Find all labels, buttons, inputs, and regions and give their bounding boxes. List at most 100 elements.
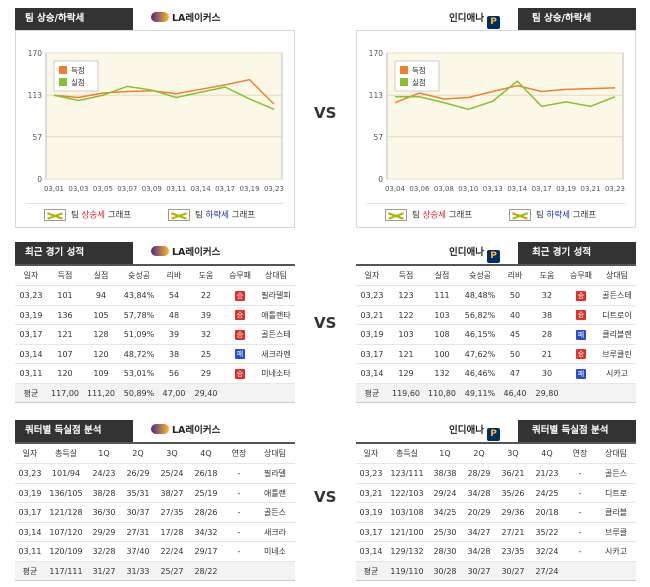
x-tick-label: 03,04 bbox=[385, 185, 406, 193]
table-cell: 121 bbox=[57, 330, 73, 339]
x-tick-label: 03,23 bbox=[264, 185, 284, 193]
table-cell: 평균 bbox=[364, 388, 380, 398]
table-cell: 패 bbox=[223, 345, 257, 364]
table-cell: 필라델 bbox=[263, 469, 287, 478]
table-cell: 123 bbox=[398, 291, 414, 300]
table-cell: 34/28 bbox=[467, 547, 491, 556]
table-cell: 25/24 bbox=[160, 469, 184, 478]
legend-swatch bbox=[59, 78, 67, 86]
average-row: 평균 119,60 110,80 49,11% 46,40 29,80 bbox=[356, 383, 636, 403]
x-tick-label: 03,08 bbox=[434, 185, 454, 193]
table-header-row: 일자 득점 실점 슛성공 리바 도움 승무패 상대팀 bbox=[356, 266, 636, 286]
table-cell: 29 bbox=[200, 369, 212, 378]
table-row: 03,23 101/94 24/23 26/29 25/24 26/18 - 필라델 bbox=[15, 464, 295, 484]
table-cell: 17/28 bbox=[160, 527, 184, 537]
y-tick-label: 57 bbox=[373, 133, 383, 142]
table-row: 03,11 120/109 32/28 37/40 22/24 29/17 - 미네소 bbox=[15, 542, 295, 562]
table-header-row: 일자 득점 실점 슛성공 리바 도움 승무패 상대팀 bbox=[15, 266, 295, 286]
y-tick-label: 170 bbox=[369, 49, 384, 58]
legend-swatch bbox=[59, 66, 67, 74]
table-cell: 03,14 bbox=[360, 369, 384, 378]
table-header-row: 일자 총득실 1Q 2Q 3Q 4Q 연장 상대팀 bbox=[356, 444, 636, 464]
table-cell: 26/18 bbox=[194, 469, 218, 478]
table-cell: 48 bbox=[168, 310, 180, 320]
table-cell bbox=[223, 384, 257, 403]
result-badge: 승 bbox=[576, 290, 586, 301]
section-title: 최근 경기 성적 bbox=[518, 242, 636, 264]
table-row: 03,17 121/128 36/30 30/37 27/35 28/26 - 골든스 bbox=[15, 503, 295, 523]
result-badge: 승 bbox=[576, 310, 586, 320]
table-row: 03,17 121 100 47,62% 50 21 승 브루클린 bbox=[356, 345, 636, 364]
table-row: 03,23 123 111 48,48% 50 32 승 골든스테 bbox=[356, 286, 636, 306]
table-cell: 36/30 bbox=[92, 508, 116, 517]
table-cell: 29,80 bbox=[535, 388, 559, 398]
table-cell: - bbox=[578, 547, 582, 556]
table-cell: 승 bbox=[564, 306, 598, 325]
result-badge: 승 bbox=[576, 349, 586, 359]
table-cell: 03,17 bbox=[360, 349, 384, 359]
table-cell: 32 bbox=[541, 291, 553, 300]
x-tick-label: 03,21 bbox=[581, 185, 601, 193]
result-badge: 승 bbox=[235, 368, 245, 379]
table-cell: 20/29 bbox=[467, 508, 491, 517]
table-cell: 32 bbox=[200, 330, 212, 339]
table-cell: 28/29 bbox=[467, 469, 491, 478]
table-cell: 03,14 bbox=[19, 349, 43, 359]
table-cell: 30/27 bbox=[467, 566, 491, 576]
table-row: 03,17 121 128 51,09% 39 32 승 골든스테 bbox=[15, 325, 295, 345]
table-cell: 38 bbox=[168, 349, 180, 359]
table-cell: 03,17 bbox=[359, 527, 383, 537]
graph-legend: 팀 상승세 그래프 팀 하락세 그래프 bbox=[367, 203, 625, 223]
table-cell: 34/32 bbox=[194, 527, 218, 537]
table-cell: 103 bbox=[398, 330, 414, 339]
team-name-left: LA레이커스 bbox=[151, 8, 220, 30]
column-header: 1Q bbox=[439, 449, 451, 458]
line-chart: 0 57 113 170 03,01 03,03 03,05 03,07 03,09 03,11 0… bbox=[28, 49, 284, 193]
x-tick-label: 03,17 bbox=[215, 185, 235, 193]
table-cell: 43,84% bbox=[123, 291, 155, 300]
column-header: 리바 bbox=[507, 271, 523, 280]
quarter-table: 일자 총득실 1Q 2Q 3Q 4Q 연장 상대팀 03,23 123/111 38/38 28/29… bbox=[356, 442, 636, 581]
table-cell: 56 bbox=[168, 369, 180, 378]
table-cell: 121/100 bbox=[390, 527, 424, 537]
table-cell: 25/27 bbox=[160, 566, 184, 576]
table-cell: 53,01% bbox=[123, 369, 155, 378]
table-row: 03,23 123/111 38/38 28/29 36/21 21/23 - 골든스 bbox=[356, 464, 636, 484]
table-cell: 03,23 bbox=[360, 291, 384, 300]
table-cell: 28 bbox=[541, 330, 553, 339]
table-cell: 03,11 bbox=[18, 547, 42, 556]
table-cell: 30/27 bbox=[501, 566, 525, 576]
team-name-right: 인디애나 P bbox=[449, 242, 500, 264]
legend-swatch bbox=[400, 78, 408, 86]
table-cell: 03,19 bbox=[360, 330, 384, 339]
right-quarter-panel: 인디애나 P 쿼터별 득실점 분석 일자 총득실 1Q 2Q 3Q 4Q 연장 상대팀 03,23… bbox=[356, 420, 636, 581]
table-header-row: 일자 총득실 1Q 2Q 3Q 4Q 연장 상대팀 bbox=[15, 444, 295, 464]
column-header: 3Q bbox=[166, 449, 178, 458]
table-cell bbox=[257, 384, 295, 403]
vs-label: VS bbox=[314, 104, 337, 122]
left-trend-chart: 0 57 113 170 03,01 03,03 03,05 03,07 03,09 03,11 0… bbox=[15, 30, 295, 228]
table-cell: 37/40 bbox=[126, 547, 150, 556]
table-cell: 22 bbox=[200, 291, 212, 300]
table-cell: 136/105 bbox=[49, 488, 83, 498]
table-cell: 107/120 bbox=[49, 527, 83, 537]
table-cell: 미네소 bbox=[263, 547, 287, 556]
table-cell: 03,23 bbox=[19, 291, 43, 300]
lakers-logo-icon bbox=[151, 246, 169, 256]
table-row: 03,19 136 105 57,78% 48 39 승 애틀랜타 bbox=[15, 306, 295, 325]
legend-label: 실점 bbox=[71, 77, 85, 87]
down-legend: 팀 하락세 그래프 bbox=[168, 209, 255, 222]
result-badge: 승 bbox=[235, 310, 245, 320]
table-cell: 27/21 bbox=[501, 527, 525, 537]
column-header: 승무패 bbox=[228, 271, 252, 280]
x-tick-label: 03,05 bbox=[93, 185, 113, 193]
table-cell bbox=[564, 562, 596, 581]
result-badge: 패 bbox=[576, 368, 586, 379]
table-cell: 101/94 bbox=[51, 469, 81, 478]
x-tick-label: 03,06 bbox=[409, 185, 430, 193]
average-row: 평균 119/110 30/28 30/27 30/27 27/24 bbox=[356, 561, 636, 581]
x-tick-label: 03,11 bbox=[166, 185, 186, 193]
table-cell: 승 bbox=[223, 306, 257, 325]
pacers-logo-icon: P bbox=[487, 250, 500, 263]
table-cell: 03,21 bbox=[359, 488, 383, 498]
